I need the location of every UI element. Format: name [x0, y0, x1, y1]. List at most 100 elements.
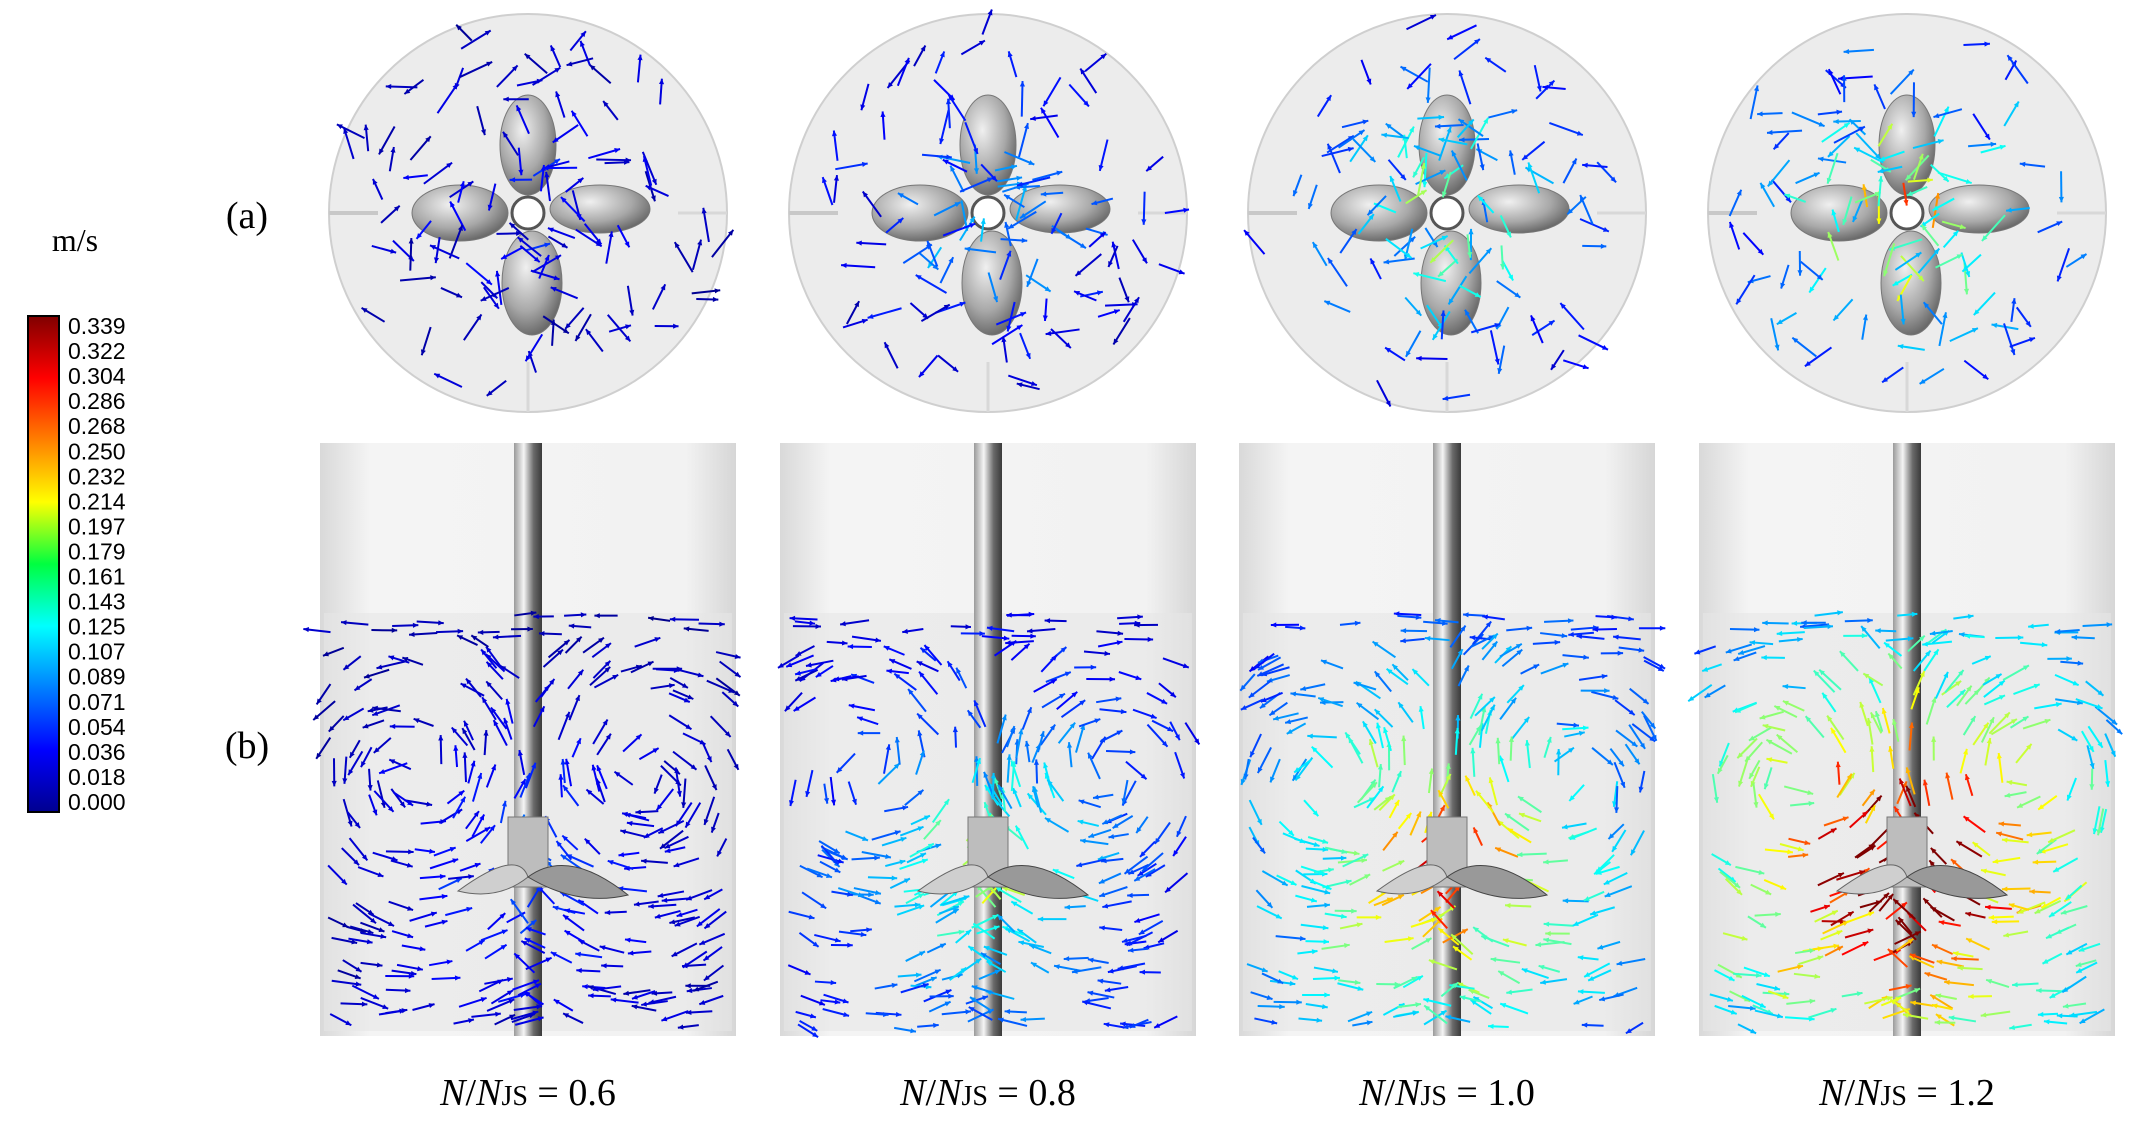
- vector-head: [1288, 830, 1294, 836]
- vector-head: [1942, 176, 1949, 182]
- vector-head: [1250, 751, 1255, 758]
- vector-head: [495, 270, 501, 277]
- vector-head: [534, 983, 541, 989]
- blade: [411, 184, 509, 242]
- vector-head: [1083, 100, 1089, 107]
- vector-head: [1581, 1022, 1588, 1028]
- vector-head: [1963, 288, 1970, 295]
- vector-head: [393, 205, 400, 212]
- vector-head: [1603, 879, 1610, 885]
- vector-head: [2078, 946, 2085, 952]
- vector-head: [345, 1020, 352, 1026]
- vector-head: [1831, 910, 1838, 916]
- vector-head: [1362, 119, 1369, 125]
- vector-head: [1897, 295, 1903, 302]
- vector: [1018, 122, 1029, 158]
- vector-head: [1870, 712, 1876, 719]
- vector-head: [407, 905, 414, 911]
- vector: [964, 121, 979, 155]
- vector-head: [1031, 786, 1037, 793]
- vector-head: [1898, 917, 1904, 924]
- vector-head: [367, 929, 374, 935]
- vector-head: [833, 175, 839, 181]
- vector-head: [1774, 985, 1781, 991]
- vector-head: [453, 745, 459, 751]
- vector-head: [1843, 122, 1850, 128]
- vector-head: [1766, 739, 1773, 745]
- vector-head: [1998, 821, 2005, 827]
- vector-head: [1952, 951, 1959, 957]
- vector-head: [491, 764, 496, 771]
- vector-head: [1004, 221, 1010, 228]
- vector-head: [1394, 800, 1400, 807]
- vector-head: [1919, 635, 1925, 642]
- vector: [867, 307, 902, 319]
- vector-head: [1488, 635, 1495, 641]
- vector-head: [1497, 820, 1504, 827]
- vector-head: [784, 705, 791, 712]
- vector-head: [458, 790, 465, 796]
- vector-head: [1445, 1014, 1452, 1020]
- vector-head: [1813, 670, 1820, 677]
- vector-head: [1292, 190, 1298, 197]
- vector: [1406, 14, 1437, 31]
- vector-head: [795, 670, 801, 676]
- vector-head: [1140, 773, 1147, 780]
- vector-head: [341, 620, 347, 626]
- vector-head: [518, 169, 524, 176]
- vector-head: [1521, 968, 1528, 974]
- vector-head: [533, 613, 539, 620]
- vector-head: [1145, 871, 1152, 877]
- vector-head: [1659, 663, 1666, 669]
- hub: [970, 195, 1006, 231]
- vector-head: [711, 784, 717, 791]
- vector-head: [1895, 997, 1902, 1002]
- vector-head: [1054, 964, 1060, 970]
- vector-head: [1576, 130, 1583, 136]
- vector-head: [1659, 625, 1666, 631]
- vector-head: [1780, 282, 1786, 289]
- vector-head: [948, 257, 954, 264]
- vector-head: [1445, 773, 1451, 780]
- vector-head: [316, 698, 322, 705]
- vector-head: [1804, 840, 1811, 846]
- vector-head: [919, 853, 926, 858]
- vector-head: [1736, 889, 1743, 895]
- vector-head: [476, 314, 482, 321]
- vector-head: [925, 984, 932, 990]
- vector-head: [1836, 109, 1843, 115]
- vector-head: [1452, 946, 1459, 952]
- vector-head: [2075, 962, 2082, 968]
- vector-head: [947, 661, 953, 668]
- vector-head: [1127, 947, 1134, 953]
- vector-head: [629, 309, 635, 316]
- vector-head: [477, 773, 483, 779]
- vector-head: [699, 1000, 706, 1005]
- vector-head: [823, 797, 830, 804]
- vector-head: [1612, 694, 1619, 700]
- vector-head: [1725, 648, 1732, 654]
- vector-head: [1146, 165, 1153, 172]
- vector: [711, 229, 735, 258]
- vector-head: [939, 51, 945, 58]
- vector-head: [1931, 1003, 1938, 1009]
- vector-head: [1782, 994, 1789, 999]
- vector-head: [1292, 974, 1298, 980]
- vector-head: [1560, 303, 1566, 309]
- vector-head: [836, 767, 843, 773]
- vector-head: [1027, 628, 1033, 634]
- vector-head: [1899, 778, 1905, 785]
- vector-head: [1381, 132, 1388, 138]
- vector-head: [2116, 728, 2123, 735]
- vector-head: [1909, 953, 1916, 959]
- vector-head: [868, 892, 874, 898]
- vector-head: [599, 945, 606, 951]
- vector-head: [1956, 841, 1963, 847]
- vector-head: [363, 673, 370, 679]
- vector-head: [627, 950, 634, 956]
- vector-head: [473, 811, 479, 818]
- vector-head: [1361, 857, 1367, 864]
- vector-head: [464, 720, 469, 727]
- vector-head: [986, 961, 993, 967]
- top-view: [1707, 13, 2107, 413]
